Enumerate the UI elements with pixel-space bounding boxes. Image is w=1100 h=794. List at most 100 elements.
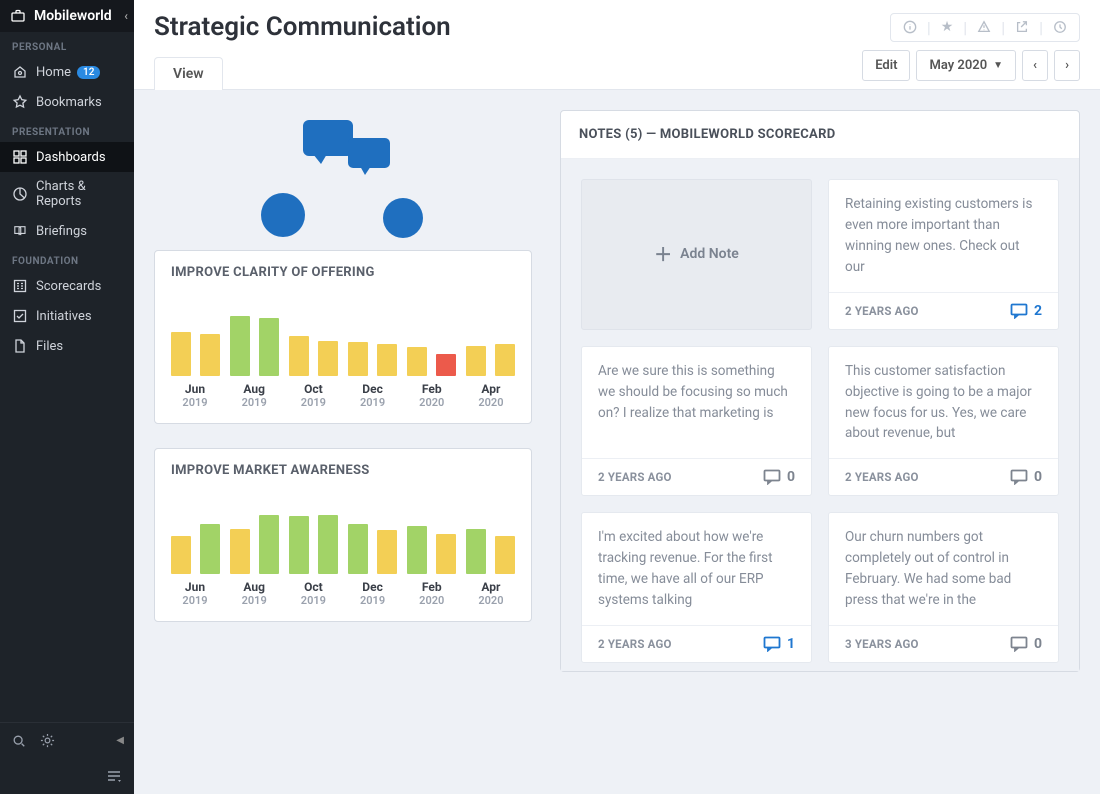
sidebar-item-label: Scorecards [36, 279, 101, 294]
sidebar-item-home[interactable]: Home12 [0, 57, 134, 87]
sidebar-bottombar [0, 758, 134, 794]
topbar: Strategic Communication | ★| | | View Ed… [134, 0, 1100, 90]
caret-down-icon: ▼ [993, 60, 1003, 71]
note-card[interactable]: This customer satisfaction objective is … [828, 346, 1059, 497]
info-icon[interactable] [897, 20, 923, 34]
briefcase-icon [10, 8, 26, 24]
chart-bar [495, 344, 515, 376]
sidebar-item-dashboards[interactable]: Dashboards [0, 142, 134, 172]
note-comments[interactable]: 0 [763, 469, 795, 485]
search-icon[interactable] [12, 734, 26, 748]
comment-count: 2 [1034, 303, 1042, 319]
note-card[interactable]: Retaining existing customers is even mor… [828, 179, 1059, 330]
note-text: Are we sure this is something we should … [582, 347, 811, 459]
add-note-button[interactable]: ＋ Add Note [581, 179, 812, 330]
scorecard-icon [12, 278, 28, 294]
chart-bar [318, 341, 338, 376]
chevron-left-icon[interactable]: ‹ [124, 9, 128, 23]
comment-count: 0 [1034, 636, 1042, 652]
home-icon [12, 64, 28, 80]
chart-bar [407, 526, 427, 574]
clock-icon[interactable] [1047, 20, 1073, 34]
note-text: I'm excited about how we're tracking rev… [582, 513, 811, 625]
export-icon[interactable] [1009, 20, 1035, 34]
chart-bar [171, 536, 191, 574]
note-card[interactable]: I'm excited about how we're tracking rev… [581, 512, 812, 663]
content: IMPROVE CLARITY OF OFFERINGJun2019Aug201… [134, 90, 1100, 794]
sidebar-item-label: Dashboards [36, 150, 106, 165]
note-text: Our churn numbers got completely out of … [829, 513, 1058, 625]
chart-bar [466, 346, 486, 376]
caret-left-icon[interactable]: ◀ [116, 735, 124, 746]
comment-count: 0 [787, 469, 795, 485]
period-selector[interactable]: May 2020 ▼ [916, 50, 1016, 81]
sidebar-item-initiatives[interactable]: Initiatives [0, 301, 134, 331]
x-tick: Apr2020 [467, 580, 515, 607]
queue-icon[interactable] [106, 770, 122, 782]
note-comments[interactable]: 0 [1010, 636, 1042, 652]
period-label: May 2020 [929, 58, 987, 73]
note-card[interactable]: Our churn numbers got completely out of … [828, 512, 1059, 663]
sidebar-item-label: Files [36, 339, 63, 354]
sidebar-header[interactable]: Mobileworld ‹ [0, 0, 134, 32]
chart-bar [495, 536, 515, 574]
sidebar-item-label: Bookmarks [36, 95, 102, 110]
chart-bar [348, 342, 368, 376]
chart-bar [230, 529, 250, 574]
file-icon [12, 338, 28, 354]
star-icon[interactable]: ★ [935, 19, 960, 35]
plus-icon: ＋ [654, 241, 672, 267]
note-comments[interactable]: 0 [1010, 469, 1042, 485]
comment-icon [763, 636, 781, 652]
chart-bar [200, 524, 220, 574]
sidebar-item-files[interactable]: Files [0, 331, 134, 361]
note-time: 2 YEARS AGO [845, 470, 919, 484]
star-icon [12, 94, 28, 110]
note-comments[interactable]: 2 [1010, 303, 1042, 319]
sidebar-footer: ◀ [0, 722, 134, 758]
comment-icon [1010, 469, 1028, 485]
x-tick: Apr2020 [467, 382, 515, 409]
tab-view[interactable]: View [154, 57, 223, 90]
chart-bar [289, 516, 309, 574]
notes-header: NOTES (5) — MOBILEWORLD SCORECARD [561, 111, 1079, 159]
x-tick: Oct2019 [289, 580, 337, 607]
edit-button[interactable]: Edit [862, 50, 910, 81]
sidebar-item-charts-reports[interactable]: Charts & Reports [0, 172, 134, 216]
gear-icon[interactable] [40, 733, 55, 748]
comment-icon [763, 469, 781, 485]
sidebar-item-scorecards[interactable]: Scorecards [0, 271, 134, 301]
x-tick: Aug2019 [230, 580, 278, 607]
chart-bar [200, 334, 220, 376]
alert-icon[interactable] [971, 20, 997, 34]
page-title: Strategic Communication [154, 12, 451, 42]
sidebar-item-label: Initiatives [36, 309, 92, 324]
chart-bar [466, 529, 486, 574]
chart-bar [436, 534, 456, 574]
chart-bar [230, 316, 250, 376]
note-time: 2 YEARS AGO [598, 637, 672, 651]
book-icon [12, 223, 28, 239]
sidebar-item-bookmarks[interactable]: Bookmarks [0, 87, 134, 117]
chart-bar [289, 336, 309, 376]
next-period-button[interactable]: › [1054, 50, 1080, 81]
note-time: 2 YEARS AGO [598, 470, 672, 484]
grid-icon [12, 149, 28, 165]
note-comments[interactable]: 1 [763, 636, 795, 652]
x-tick: Oct2019 [289, 382, 337, 409]
comment-count: 0 [1034, 469, 1042, 485]
chart-bar [171, 332, 191, 376]
sidebar-item-label: Charts & Reports [36, 179, 122, 209]
chart-bar [377, 344, 397, 376]
sidebar-section-label: PERSONAL [0, 32, 134, 57]
prev-period-button[interactable]: ‹ [1022, 50, 1048, 81]
sidebar-item-briefings[interactable]: Briefings [0, 216, 134, 246]
note-card[interactable]: Are we sure this is something we should … [581, 346, 812, 497]
x-tick: Dec2019 [349, 580, 397, 607]
chart-bar [318, 515, 338, 574]
check-icon [12, 308, 28, 324]
note-time: 2 YEARS AGO [845, 304, 919, 318]
x-tick: Jun2019 [171, 382, 219, 409]
main: Strategic Communication | ★| | | View Ed… [134, 0, 1100, 794]
add-note-label: Add Note [680, 246, 739, 262]
